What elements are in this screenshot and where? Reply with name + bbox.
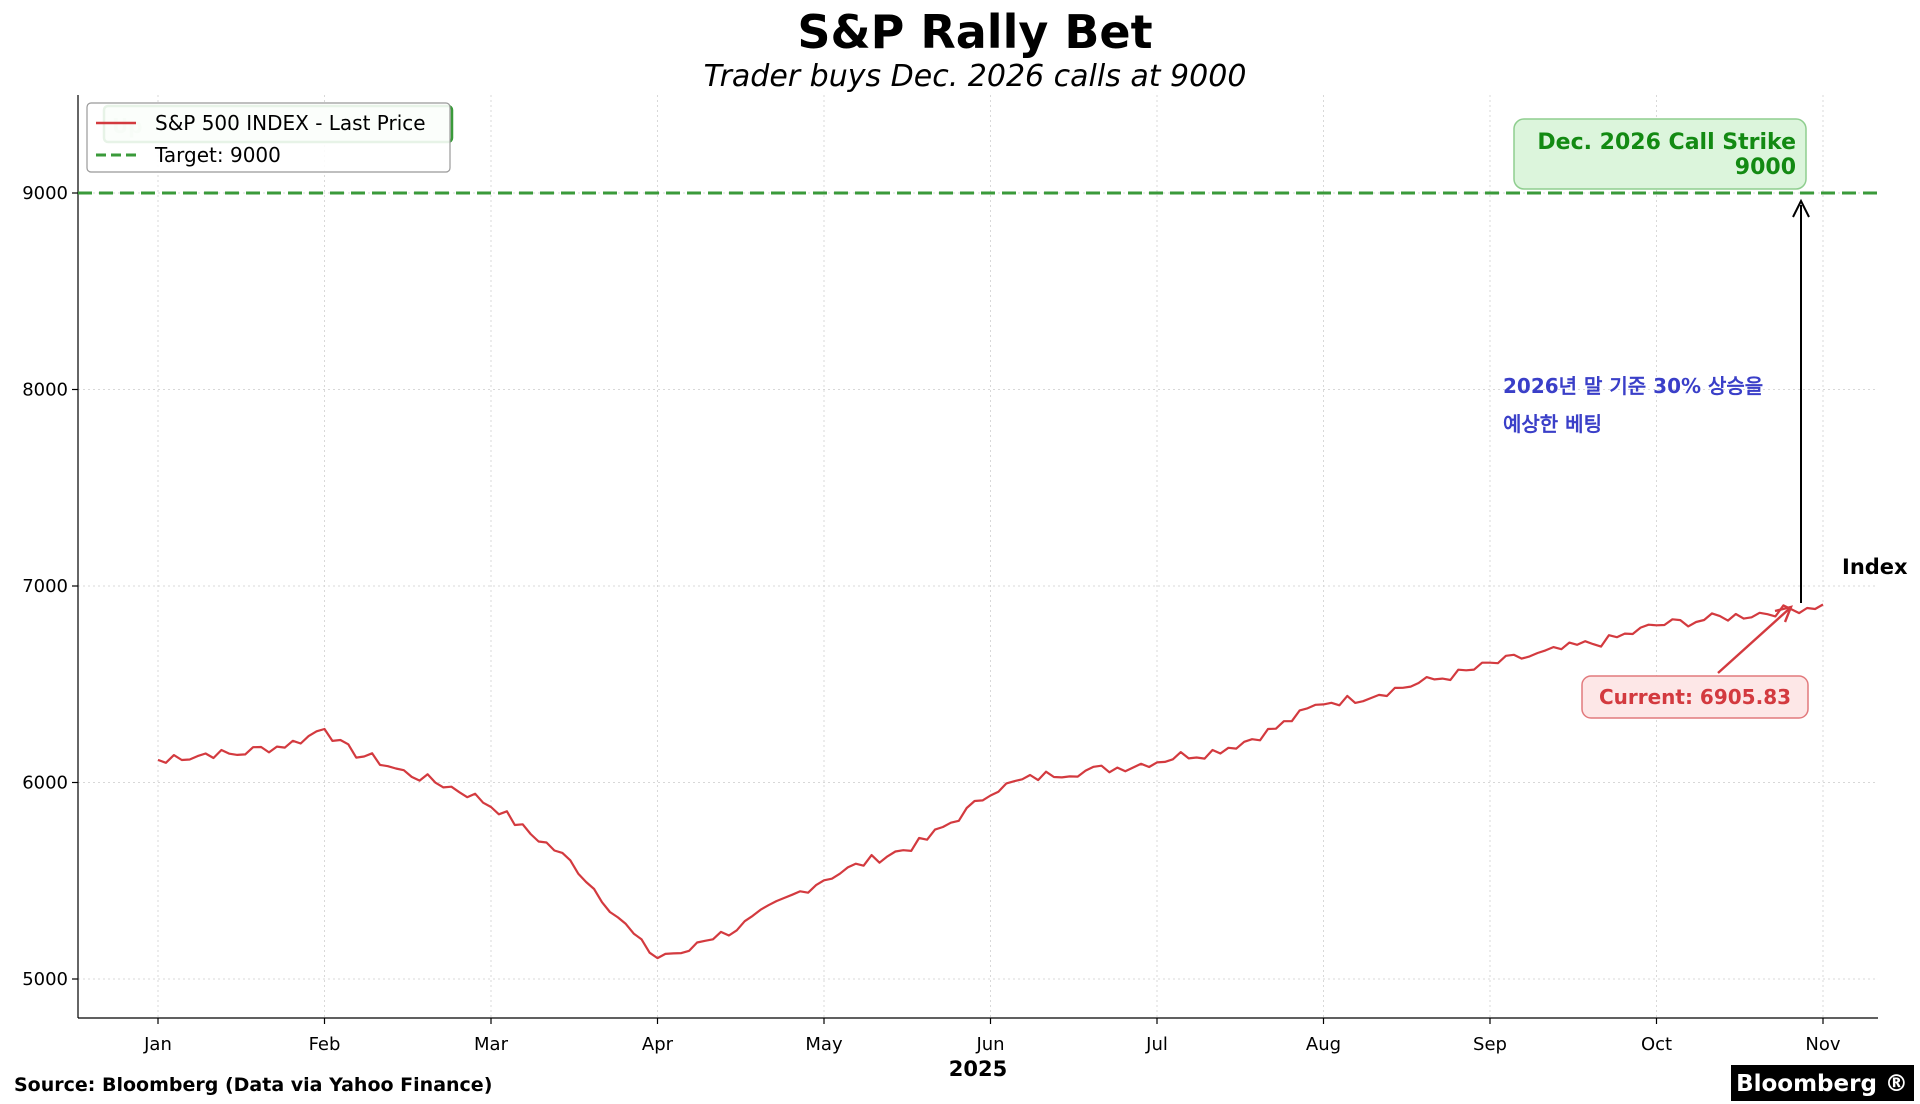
x-tick-label-jun: Jun	[975, 1034, 1004, 1055]
legend-box	[86, 102, 451, 173]
x-tick-label-may: May	[805, 1034, 843, 1055]
x-tick-label-apr: Apr	[642, 1034, 674, 1055]
legend-label-price: S&P 500 INDEX - Last Price	[155, 111, 426, 135]
sp500-price-line	[157, 603, 1824, 960]
strike-annotation: Dec. 2026 Call Strike 9000	[1513, 118, 1807, 190]
bloomberg-brand: Bloomberg ®	[1736, 1071, 1908, 1097]
legend-label-target: Target: 9000	[154, 143, 281, 167]
korean-note-line1: 2026년 말 기준 30% 상승을	[1503, 374, 1763, 398]
y-tick-label: 8000	[22, 380, 68, 401]
strike-label: Dec. 2026 Call Strike	[1537, 130, 1796, 155]
index-label: Index	[1842, 555, 1908, 579]
x-tick-label-mar: Mar	[474, 1034, 509, 1055]
y-tick-label: 9000	[22, 183, 68, 204]
chart-title: S&P Rally Bet	[797, 5, 1152, 59]
bloomberg-badge: Bloomberg ®	[1731, 1065, 1914, 1101]
y-ticks: 5000 6000 7000 8000 9000	[22, 183, 78, 990]
x-tick-label-jan: Jan	[143, 1034, 172, 1055]
x-tick-label-jul: Jul	[1145, 1034, 1168, 1055]
x-ticks: Jan Feb Mar Apr May Jun Jul Aug Sep Oct Nov	[143, 1018, 1841, 1055]
x-tick-label-oct: Oct	[1641, 1034, 1672, 1055]
y-tick-label: 6000	[22, 773, 68, 794]
source-note: Source: Bloomberg (Data via Yahoo Financ…	[14, 1074, 492, 1096]
x-tick-label-sep: Sep	[1473, 1034, 1507, 1055]
chart-subtitle: Trader buys Dec. 2026 calls at 9000	[704, 59, 1247, 94]
current-value-label: Current: 6905.83	[1599, 685, 1791, 709]
strike-value: 9000	[1735, 155, 1796, 180]
korean-note-line2: 예상한 베팅	[1503, 412, 1602, 436]
y-tick-label: 5000	[22, 969, 68, 990]
x-tick-label-aug: Aug	[1306, 1034, 1341, 1055]
y-tick-label: 7000	[22, 576, 68, 597]
x-axis-label: 2025	[949, 1057, 1007, 1081]
upside-arrow	[1792, 198, 1810, 603]
current-annotation: Current: 6905.83	[1581, 605, 1809, 719]
grid-lines	[78, 95, 1878, 1018]
x-tick-label-feb: Feb	[309, 1034, 341, 1055]
axes	[77, 95, 1878, 1019]
x-tick-label-nov: Nov	[1805, 1034, 1840, 1055]
legend: Up S&P 500 INDEX - Last Price Target: 90…	[86, 102, 454, 173]
